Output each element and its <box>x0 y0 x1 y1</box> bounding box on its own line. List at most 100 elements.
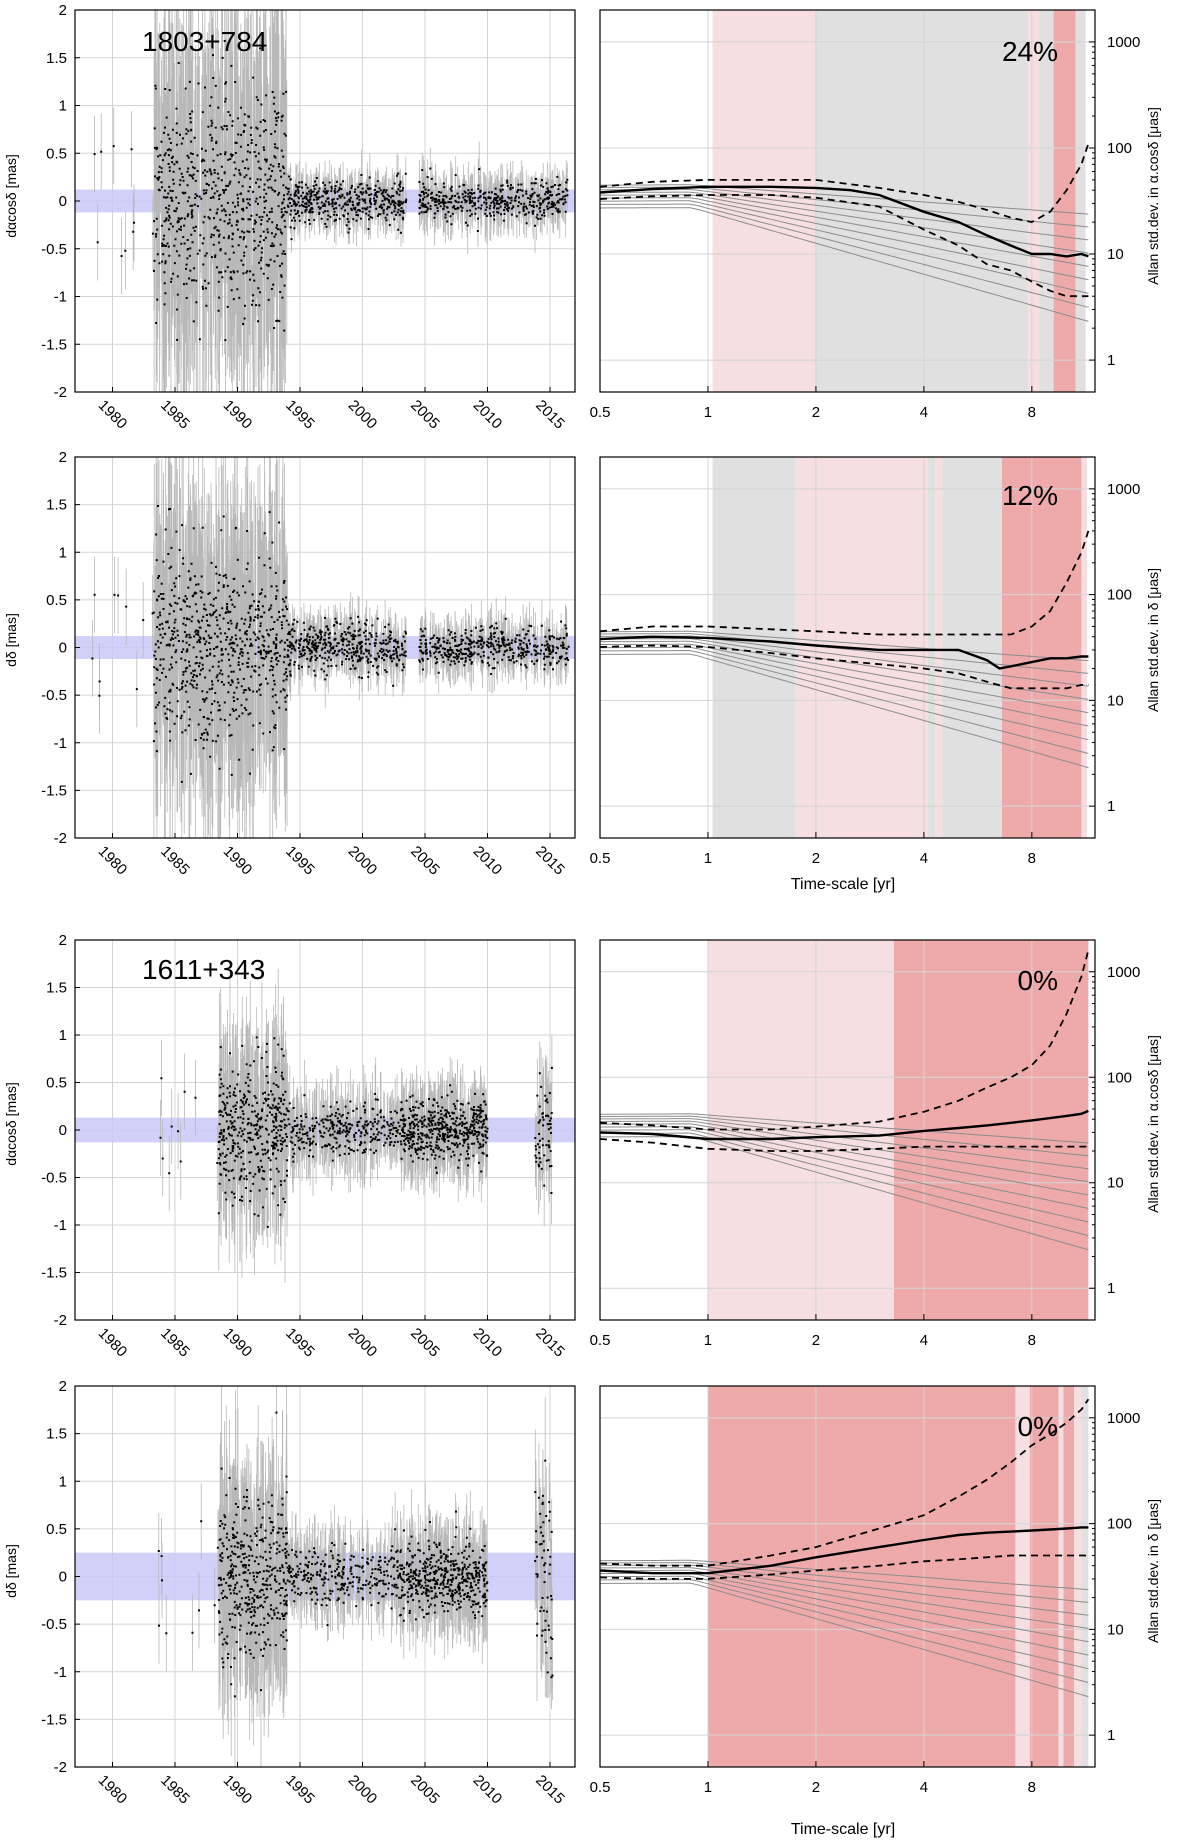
significance-shade <box>1015 1386 1030 1767</box>
allan-tick-label: 10 <box>1107 1621 1124 1638</box>
timescale-tick-label: 4 <box>920 1779 928 1796</box>
significance-shade <box>1074 1386 1082 1767</box>
y-tick-label: 1.5 <box>46 980 67 997</box>
plot-area <box>600 457 1095 838</box>
significance-shade <box>935 457 943 838</box>
noise-reference-curve <box>600 1126 1089 1209</box>
y-tick-label: 1.5 <box>46 50 67 67</box>
allan-tick-label: 1000 <box>1107 34 1140 51</box>
ylabel-1803-784-ra: dαcosδ [mas] <box>3 154 19 238</box>
allan-ylabel-1803-784-ra: Allan std.dev. in α.cosδ [μas] <box>1145 107 1161 285</box>
allan-ylabel-1611-343-dec: Allan std.dev. in δ [μas] <box>1145 1499 1161 1643</box>
year-tick-label: 2010 <box>470 397 506 433</box>
noise-reference-curve <box>600 1118 1089 1170</box>
significance-shade <box>1029 1386 1059 1767</box>
y-tick-label: -2 <box>54 1759 67 1776</box>
percent-1803-784-ra: 24% <box>1002 36 1058 67</box>
noise-reference-curve <box>600 649 1089 754</box>
allan-lower-bound <box>600 194 1089 298</box>
y-tick-label: -1.5 <box>41 1711 67 1728</box>
y-tick-label: 1 <box>59 98 67 115</box>
y-tick-label: -1 <box>54 1664 67 1681</box>
significance-shade <box>1053 10 1076 392</box>
y-tick-label: -1 <box>54 289 67 306</box>
y-tick-label: 0 <box>59 1569 67 1586</box>
year-tick-label: 2005 <box>407 1325 443 1361</box>
year-tick-label: 1985 <box>157 843 193 879</box>
noise-reference-curve <box>600 1582 1089 1698</box>
allan-tick-label: 1 <box>1107 1727 1115 1744</box>
allan-ylabel-1803-784-dec: Allan std.dev. in δ [μas] <box>1145 568 1161 712</box>
allan-deviation-curve <box>600 635 1089 670</box>
significance-shade <box>1075 10 1086 392</box>
year-tick-label: 1995 <box>282 1325 318 1361</box>
allan-tick-label: 1 <box>1107 798 1115 815</box>
allan-panel-1611-343-dec: 0.5 1 2 4 8 1 10 100 1000 <box>590 1385 1140 1796</box>
significance-shade <box>942 457 1002 838</box>
allan-tick-label: 1000 <box>1107 964 1140 981</box>
allan-deviation-curve <box>600 185 1089 258</box>
allan-deviation-curve <box>600 1109 1089 1141</box>
plot-area <box>75 457 575 838</box>
allan-tick-label: 1000 <box>1107 481 1140 498</box>
year-tick-label: 1985 <box>157 1772 193 1808</box>
y-tick-label: 1 <box>59 1027 67 1044</box>
timescale-tick-label: 4 <box>920 850 928 867</box>
plot-area <box>600 1386 1095 1767</box>
noise-reference-curve <box>600 207 1089 322</box>
year-tick-label: 1980 <box>95 1325 131 1361</box>
timeseries-panel-1803-784-ra: -2 -1.5 -1 -0.5 0 0.5 1 1.5 2 1980 1985 1990 1995 200… <box>41 2 576 433</box>
y-tick-label: -1.5 <box>41 1265 67 1282</box>
significance-shade <box>1027 10 1040 392</box>
y-tick-label: 0 <box>59 640 67 657</box>
timescale-tick-label: 8 <box>1028 850 1036 867</box>
noise-reference-curve <box>600 1578 1089 1683</box>
timescale-tick-label: 1 <box>704 850 712 867</box>
plot-frame <box>599 456 1096 839</box>
allan-tick-label: 100 <box>1107 587 1132 604</box>
timeseries-panel-1803-784-dec: -2 -1.5 -1 -0.5 0 0.5 1 1.5 2 1980 1985 1990 1995 200… <box>41 449 576 879</box>
allan-upper-bound <box>600 143 1090 224</box>
allan-panel-1611-343-ra: 0.5 1 2 4 8 1 10 100 1000 <box>590 939 1140 1349</box>
y-tick-label: 0.5 <box>46 1075 67 1092</box>
significance-shade <box>1081 457 1088 838</box>
year-tick-label: 2000 <box>345 1325 381 1361</box>
noise-reference-curve <box>600 1132 1089 1237</box>
allan-tick-label: 1000 <box>1107 1410 1140 1427</box>
percent-1611-343-ra: 0% <box>1018 965 1058 996</box>
y-tick-label: -1.5 <box>41 782 67 799</box>
plot-frame <box>599 9 1096 393</box>
y-tick-label: 0 <box>59 193 67 210</box>
noise-reference-curve <box>600 194 1089 267</box>
year-tick-label: 1980 <box>95 843 131 879</box>
year-tick-label: 2010 <box>470 1325 506 1361</box>
year-tick-label: 1990 <box>220 1772 256 1808</box>
y-tick-label: -0.5 <box>41 1616 67 1633</box>
noise-reference-curve <box>600 640 1089 714</box>
noise-reference-curve <box>600 633 1089 674</box>
data-points <box>93 40 569 342</box>
y-tick-label: 2 <box>59 932 67 949</box>
xlabel-time-scale-2: Time-scale [yr] <box>791 1821 895 1838</box>
year-tick-label: 1995 <box>282 1772 318 1808</box>
significance-shade <box>815 10 1028 392</box>
percent-1803-784-dec: 12% <box>1002 480 1058 511</box>
noise-reference-curve <box>600 635 1089 687</box>
year-tick-label: 1990 <box>220 843 256 879</box>
year-tick-label: 1995 <box>282 843 318 879</box>
timeseries-panel-1611-343-ra: -2 -1.5 -1 -0.5 0 0.5 1 1.5 2 1980 1985 1990 1995 200… <box>41 932 576 1361</box>
timescale-tick-label: 0.5 <box>590 1779 611 1796</box>
y-tick-label: 0.5 <box>46 145 67 162</box>
year-tick-label: 1980 <box>95 397 131 433</box>
timescale-tick-label: 8 <box>1028 1779 1036 1796</box>
y-tick-label: -0.5 <box>41 1170 67 1187</box>
y-tick-label: -2 <box>54 1312 67 1329</box>
year-tick-label: 1985 <box>157 1325 193 1361</box>
timescale-tick-label: 8 <box>1028 1332 1036 1349</box>
plot-area <box>600 940 1095 1320</box>
noise-reference-curve <box>600 1129 1089 1223</box>
significance-shade <box>712 10 816 392</box>
y-tick-label: -1.5 <box>41 336 67 353</box>
year-tick-label: 1995 <box>282 397 318 433</box>
